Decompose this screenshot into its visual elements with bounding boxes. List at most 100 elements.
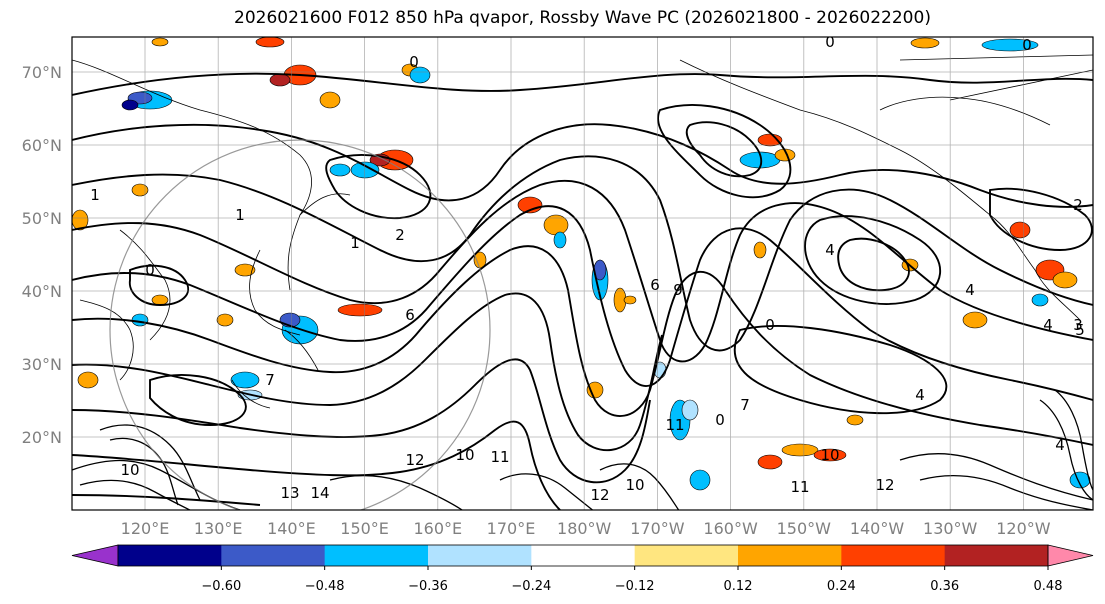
contour-label: 6 xyxy=(650,276,660,294)
anomaly-blob xyxy=(269,73,291,87)
anomaly-blob xyxy=(151,37,169,47)
anomaly-blob xyxy=(329,163,351,177)
colorbar-segment xyxy=(738,545,842,566)
longitude-label: 120°W xyxy=(996,519,1051,538)
contour-label: 4 xyxy=(825,241,835,259)
contour-label: 6 xyxy=(405,306,415,324)
contour-label: 12 xyxy=(405,451,424,469)
colorbar-segment xyxy=(118,545,222,566)
latitude-label: 50°N xyxy=(22,209,62,228)
anomaly-blob xyxy=(121,99,139,111)
colorbar-tick-label: 0.24 xyxy=(827,579,856,594)
anomaly-blob xyxy=(910,37,940,49)
anomaly-blob xyxy=(781,443,819,457)
colorbar-tick-label: −0.48 xyxy=(305,579,345,594)
lat-lon-grid xyxy=(72,37,1093,510)
latitude-label: 40°N xyxy=(22,282,62,301)
colorbar-tick-label: −0.24 xyxy=(511,579,551,594)
anomaly-blob xyxy=(131,183,149,197)
anomaly-blob xyxy=(337,303,383,317)
contour-label: 1 xyxy=(90,186,100,204)
anomaly-blob xyxy=(234,263,256,277)
latitude-label: 60°N xyxy=(22,136,62,155)
longitude-label: 150°W xyxy=(777,519,832,538)
colorbar-tick-label: 0.12 xyxy=(724,579,753,594)
colorbar-segment xyxy=(944,545,1049,566)
colorbar-max-extension xyxy=(1047,544,1094,567)
anomaly-blob xyxy=(981,38,1039,52)
latitude-labels: 70°N 60°N 50°N 40°N 30°N 20°N xyxy=(22,63,62,447)
contour-label: 4 xyxy=(1043,316,1053,334)
contour-label: 2 xyxy=(1073,196,1083,214)
colorbar-tick-label: −0.36 xyxy=(408,579,448,594)
colorbar-segment xyxy=(841,545,946,566)
contour-label: 10 xyxy=(820,446,839,464)
contour-label: 11 xyxy=(665,416,684,434)
colorbar-outline xyxy=(117,544,1049,567)
contour-label: 1 xyxy=(350,234,360,252)
longitude-label: 130°E xyxy=(194,519,243,538)
latitude-label: 30°N xyxy=(22,355,62,374)
contour-label: 12 xyxy=(590,486,609,504)
contour-label: 10 xyxy=(120,461,139,479)
longitude-label: 170°E xyxy=(487,519,536,538)
contour-label: 10 xyxy=(455,446,474,464)
anomaly-blob xyxy=(1052,271,1078,289)
contour-label: 0 xyxy=(715,411,725,429)
anomaly-blob xyxy=(553,231,567,249)
anomaly-blob xyxy=(689,469,711,491)
anomaly-blob xyxy=(1009,221,1031,239)
colorbar-tick-label: −0.12 xyxy=(615,579,655,594)
anomaly-blob xyxy=(517,196,543,214)
anomaly-blob xyxy=(846,414,864,426)
anomaly-blob xyxy=(753,241,767,259)
colorbar-segment xyxy=(634,545,739,566)
contour-label: 2 xyxy=(395,226,405,244)
contour-label: 7 xyxy=(265,371,275,389)
longitude-label: 160°W xyxy=(703,519,758,538)
colorbar-segment xyxy=(428,545,532,566)
anomaly-blob xyxy=(813,448,847,462)
anomaly-blob xyxy=(586,381,604,399)
longitude-label: 120°E xyxy=(121,519,170,538)
anomaly-blob xyxy=(1069,471,1091,489)
anomaly-blob xyxy=(623,295,637,305)
anomaly-blob xyxy=(757,454,783,470)
contour-label: 12 xyxy=(875,476,894,494)
longitude-label: 160°E xyxy=(413,519,462,538)
contour-label: 4 xyxy=(1055,436,1065,454)
longitude-label: 180°W xyxy=(557,519,612,538)
longitude-labels: 120°E 130°E 140°E 150°E 160°E 170°E 180°W 170°W… xyxy=(121,519,1051,538)
colorbar-segment xyxy=(531,545,636,566)
contour-label: 1 xyxy=(235,206,245,224)
rossby-wave-pc-contours xyxy=(72,72,1093,510)
contour-label: 9 xyxy=(673,281,683,299)
contour-label: 0 xyxy=(145,261,155,279)
reference-circle xyxy=(109,139,491,510)
anomaly-blob xyxy=(319,91,341,109)
longitude-label: 140°W xyxy=(850,519,905,538)
anomaly-blob xyxy=(77,371,99,389)
contour-label: 14 xyxy=(310,484,329,502)
anomaly-blob xyxy=(255,37,285,48)
colorbar-min-extension xyxy=(71,544,119,567)
contour-label: 13 xyxy=(280,484,299,502)
contour-labels: 00 00001112234444456677910101010111111121… xyxy=(90,36,1085,504)
anomaly-blob xyxy=(216,313,234,327)
colorbar-tick-labels: −0.60 −0.48 −0.36 −0.24 −0.12 0.12 0.24 0.36 0.4… xyxy=(201,566,1063,594)
anomaly-blob xyxy=(681,399,699,421)
colorbar-tick-label: −0.60 xyxy=(201,579,241,594)
colorbar-tick-label: 0.36 xyxy=(930,579,959,594)
chart-title: 2026021600 F012 850 hPa qvapor, Rossby W… xyxy=(234,8,931,28)
colorbar-segment xyxy=(221,545,326,566)
anomaly-blob xyxy=(151,294,169,306)
contour-label: 0 xyxy=(409,53,419,71)
colorbar-tick-label: 0.48 xyxy=(1034,579,1063,594)
anomaly-blob xyxy=(230,371,260,389)
anomaly-blob xyxy=(72,209,89,231)
contour-label: 0 xyxy=(765,316,775,334)
contour-label: 0 xyxy=(1022,36,1032,54)
anomaly-blob xyxy=(131,313,149,327)
contour-label: 4 xyxy=(965,281,975,299)
